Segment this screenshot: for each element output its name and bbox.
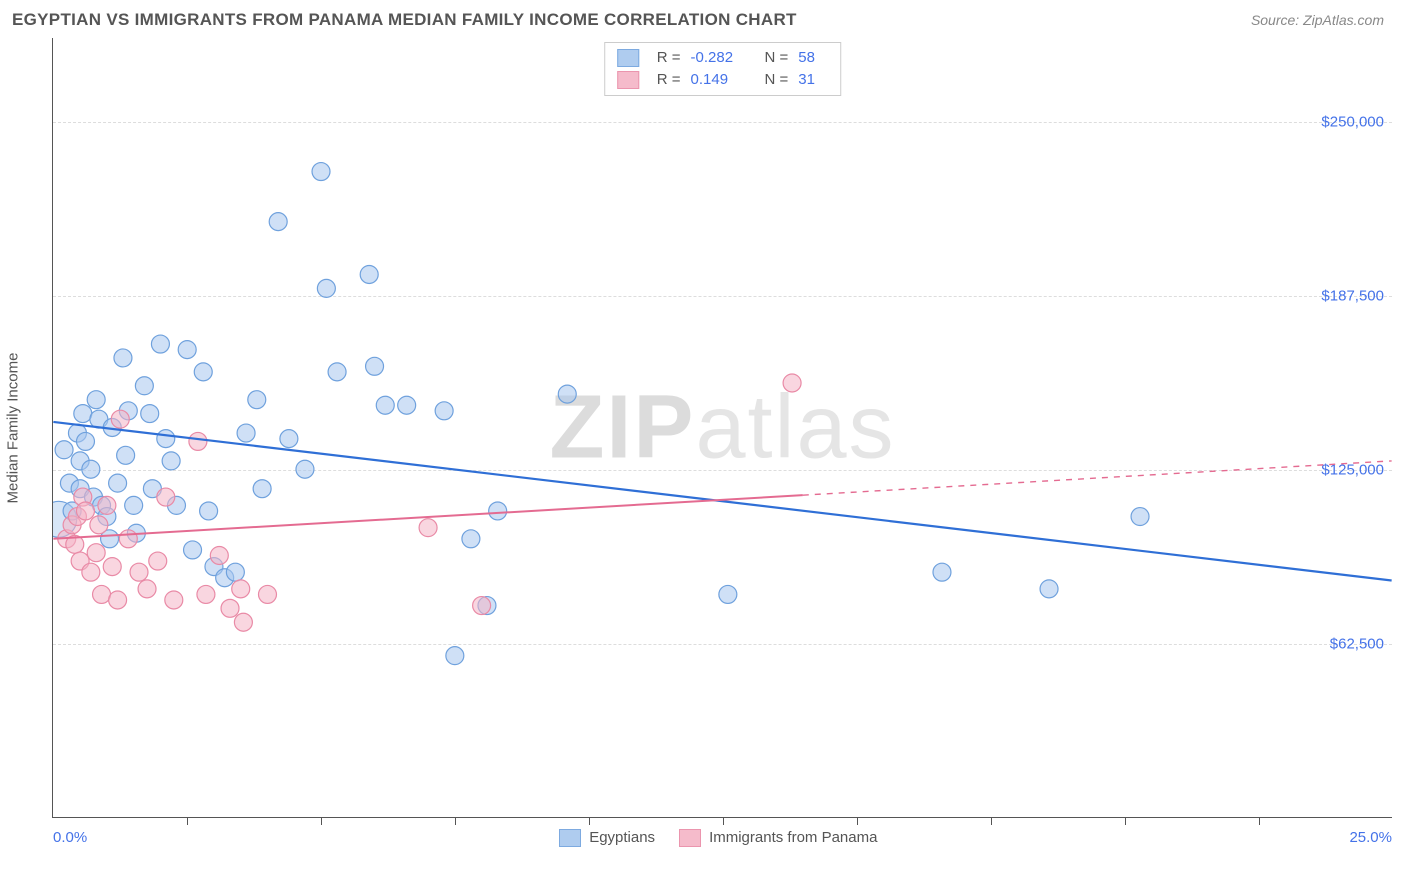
series-legend: Egyptians Immigrants from Panama bbox=[559, 829, 877, 847]
x-axis-max-label: 25.0% bbox=[1349, 829, 1392, 846]
x-axis-bar: 0.0% Egyptians Immigrants from Panama 25.… bbox=[53, 829, 1392, 847]
scatter-plot bbox=[53, 38, 1392, 817]
series-swatch bbox=[617, 71, 639, 89]
series-swatch bbox=[617, 49, 639, 67]
correlation-row: R = 0.149N = 31 bbox=[617, 69, 829, 91]
correlation-row: R = -0.282N = 58 bbox=[617, 47, 829, 69]
legend-item: Immigrants from Panama bbox=[679, 829, 877, 847]
legend-item: Egyptians bbox=[559, 829, 655, 847]
correlation-legend-box: R = -0.282N = 58R = 0.149N = 31 bbox=[604, 42, 842, 96]
y-axis-label: Median Family Income bbox=[5, 352, 22, 503]
y-tick-label: $125,000 bbox=[1321, 461, 1384, 478]
watermark: ZIPatlas bbox=[549, 376, 895, 479]
chart-header: EGYPTIAN VS IMMIGRANTS FROM PANAMA MEDIA… bbox=[0, 0, 1406, 38]
y-tick-label: $62,500 bbox=[1330, 635, 1384, 652]
legend-label: Egyptians bbox=[589, 829, 655, 846]
y-tick-label: $250,000 bbox=[1321, 113, 1384, 130]
x-axis-min-label: 0.0% bbox=[53, 829, 87, 846]
chart-area: Median Family Income ZIPatlas $62,500$12… bbox=[52, 38, 1392, 818]
legend-label: Immigrants from Panama bbox=[709, 829, 877, 846]
series-swatch bbox=[559, 829, 581, 847]
chart-title: EGYPTIAN VS IMMIGRANTS FROM PANAMA MEDIA… bbox=[12, 10, 797, 30]
y-tick-label: $187,500 bbox=[1321, 287, 1384, 304]
series-swatch bbox=[679, 829, 701, 847]
chart-source: Source: ZipAtlas.com bbox=[1251, 12, 1384, 28]
